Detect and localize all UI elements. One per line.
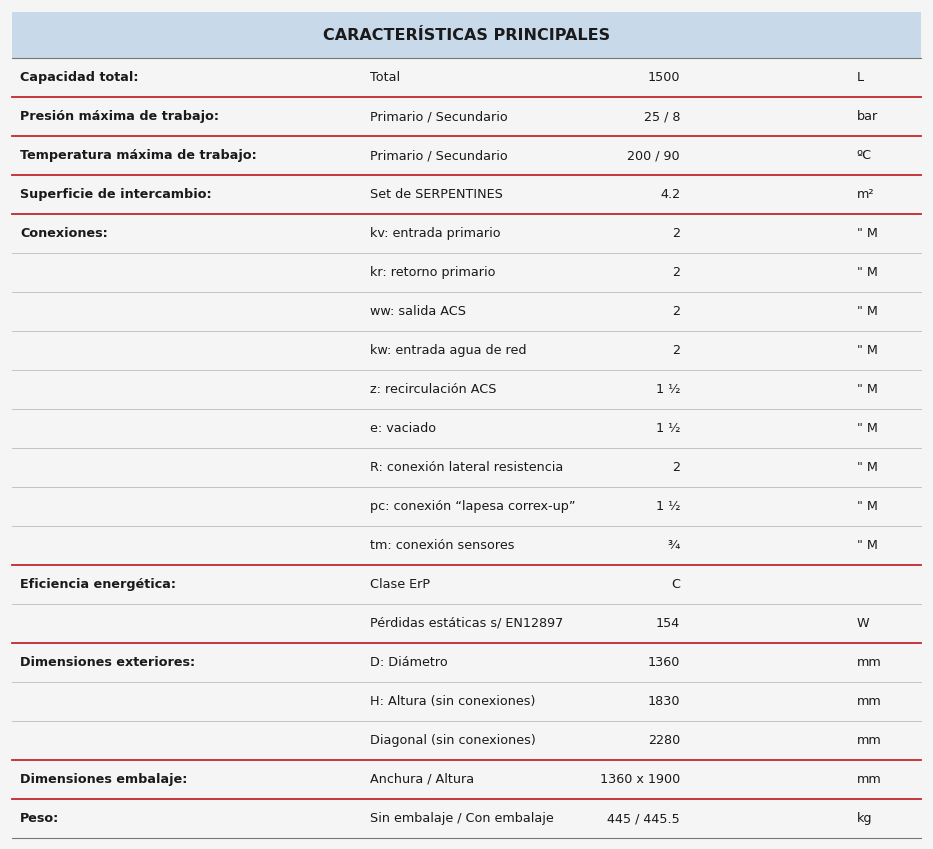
Text: kv: entrada primario: kv: entrada primario [370,227,501,240]
Text: 1830: 1830 [648,695,680,708]
Text: z: recirculación ACS: z: recirculación ACS [370,383,496,396]
Text: 445 / 445.5: 445 / 445.5 [607,812,680,825]
Text: 1 ½: 1 ½ [656,500,680,513]
Text: L: L [856,71,864,84]
Text: 4.2: 4.2 [660,188,680,201]
Text: " M: " M [856,461,878,474]
Text: 1360: 1360 [648,656,680,669]
Text: Total: Total [370,71,400,84]
Text: 2280: 2280 [648,734,680,747]
Text: Diagonal (sin conexiones): Diagonal (sin conexiones) [370,734,536,747]
Text: Primario / Secundario: Primario / Secundario [370,149,508,162]
Text: " M: " M [856,500,878,513]
Text: 200 / 90: 200 / 90 [628,149,680,162]
Text: " M: " M [856,305,878,318]
Text: D: Diámetro: D: Diámetro [370,656,448,669]
Text: mm: mm [856,734,882,747]
Text: " M: " M [856,344,878,357]
Text: bar: bar [856,110,878,123]
Text: kg: kg [856,812,872,825]
Text: " M: " M [856,227,878,240]
Text: Primario / Secundario: Primario / Secundario [370,110,508,123]
Text: ww: salida ACS: ww: salida ACS [370,305,466,318]
Text: " M: " M [856,422,878,435]
Text: mm: mm [856,695,882,708]
Text: m²: m² [856,188,874,201]
Text: " M: " M [856,539,878,552]
Text: e: vaciado: e: vaciado [370,422,436,435]
Text: Set de SERPENTINES: Set de SERPENTINES [370,188,503,201]
Text: pc: conexión “lapesa correx-up”: pc: conexión “lapesa correx-up” [370,500,576,513]
Text: Conexiones:: Conexiones: [20,227,107,240]
Text: C: C [671,578,680,591]
Bar [12,12,921,58]
Text: " M: " M [856,383,878,396]
Text: " M: " M [856,266,878,279]
Text: kr: retorno primario: kr: retorno primario [370,266,495,279]
Text: R: conexión lateral resistencia: R: conexión lateral resistencia [370,461,564,474]
Text: mm: mm [856,656,882,669]
Text: 1 ½: 1 ½ [656,383,680,396]
Text: Clase ErP: Clase ErP [370,578,430,591]
Text: W: W [856,617,870,630]
Text: Temperatura máxima de trabajo:: Temperatura máxima de trabajo: [20,149,257,162]
Text: Anchura / Altura: Anchura / Altura [370,773,474,786]
Text: ¾: ¾ [668,539,680,552]
Text: 154: 154 [656,617,680,630]
Text: 2: 2 [672,461,680,474]
Text: mm: mm [856,773,882,786]
Text: Capacidad total:: Capacidad total: [20,71,138,84]
Text: H: Altura (sin conexiones): H: Altura (sin conexiones) [370,695,536,708]
Text: ºC: ºC [856,149,872,162]
Text: CARACTERÍSTICAS PRINCIPALES: CARACTERÍSTICAS PRINCIPALES [323,27,610,42]
Text: Peso:: Peso: [20,812,60,825]
Text: Superficie de intercambio:: Superficie de intercambio: [20,188,212,201]
Text: 2: 2 [672,344,680,357]
Text: kw: entrada agua de red: kw: entrada agua de red [370,344,526,357]
Text: 1 ½: 1 ½ [656,422,680,435]
Text: 2: 2 [672,227,680,240]
Text: 2: 2 [672,266,680,279]
Text: Presión máxima de trabajo:: Presión máxima de trabajo: [20,110,219,123]
Text: Dimensiones exteriores:: Dimensiones exteriores: [20,656,195,669]
Text: 25 / 8: 25 / 8 [644,110,680,123]
Text: Pérdidas estáticas s/ EN12897: Pérdidas estáticas s/ EN12897 [370,617,564,630]
Text: 2: 2 [672,305,680,318]
Text: Sin embalaje / Con embalaje: Sin embalaje / Con embalaje [370,812,553,825]
Text: 1500: 1500 [648,71,680,84]
Text: Eficiencia energética:: Eficiencia energética: [20,578,176,591]
Text: 1360 x 1900: 1360 x 1900 [600,773,680,786]
Text: Dimensiones embalaje:: Dimensiones embalaje: [20,773,188,786]
Text: tm: conexión sensores: tm: conexión sensores [370,539,514,552]
